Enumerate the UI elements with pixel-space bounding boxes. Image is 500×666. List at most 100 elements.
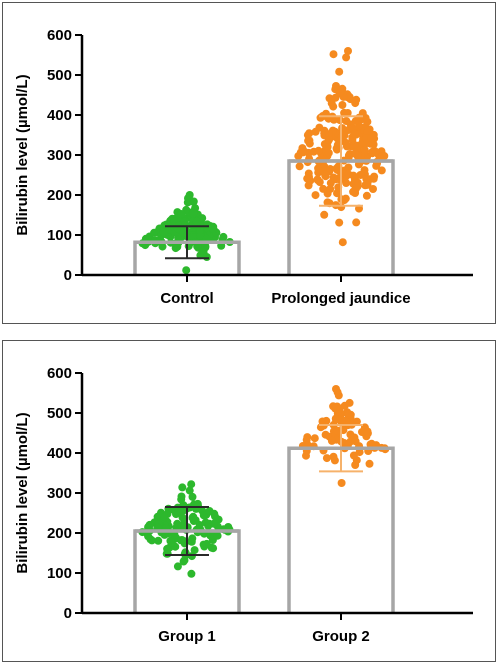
- error-bar: [135, 225, 239, 260]
- data-point: [304, 181, 313, 190]
- data-point: [187, 569, 196, 578]
- data-point: [177, 492, 186, 501]
- data-point: [340, 131, 349, 140]
- data-point: [344, 152, 353, 161]
- data-point: [173, 562, 182, 571]
- data-point: [315, 178, 324, 187]
- data-point: [182, 266, 191, 275]
- data-point: [344, 410, 353, 419]
- y-tick-label: 0: [64, 267, 72, 284]
- data-point: [187, 480, 196, 489]
- data-point: [360, 146, 369, 155]
- bar-group-1: [287, 47, 395, 275]
- x-tick-label: Group 1: [158, 628, 216, 645]
- y-tick-label: 0: [64, 605, 72, 622]
- data-point: [350, 129, 359, 138]
- data-point: [193, 499, 202, 508]
- y-tick-label: 400: [47, 107, 72, 124]
- data-point: [189, 197, 198, 206]
- data-point: [350, 141, 359, 149]
- y-axis-title: Bilirubin level (µmol/L): [14, 74, 31, 235]
- data-point: [369, 185, 377, 193]
- data-point: [213, 531, 222, 540]
- data-point: [322, 454, 331, 463]
- data-point: [189, 209, 198, 218]
- data-point: [179, 229, 188, 238]
- error-bar: [289, 115, 393, 207]
- data-point: [335, 67, 344, 76]
- data-point: [202, 253, 211, 261]
- data-point: [338, 84, 347, 93]
- data-point: [327, 436, 336, 445]
- data-point: [193, 242, 202, 251]
- data-point: [195, 521, 204, 529]
- data-point: [338, 416, 346, 424]
- data-point: [349, 187, 358, 196]
- data-point: [183, 198, 192, 207]
- y-tick-label: 300: [47, 147, 72, 164]
- data-point: [178, 483, 187, 492]
- data-point: [320, 210, 329, 219]
- data-point: [349, 171, 358, 180]
- data-point: [314, 146, 323, 155]
- data-point: [188, 492, 197, 501]
- data-point: [192, 217, 201, 226]
- bar-group-1: [287, 385, 395, 613]
- data-point: [352, 95, 361, 104]
- data-point: [380, 152, 389, 160]
- data-point: [196, 226, 204, 235]
- data-point: [302, 435, 311, 444]
- data-point: [368, 149, 377, 158]
- data-point: [299, 148, 307, 157]
- data-point: [209, 519, 218, 528]
- data-point: [329, 173, 338, 182]
- data-point: [324, 136, 333, 144]
- data-point: [356, 171, 365, 179]
- data-point: [342, 53, 351, 62]
- data-point: [341, 194, 350, 203]
- data-point: [370, 172, 379, 181]
- data-point: [351, 461, 360, 469]
- data-point: [325, 130, 333, 139]
- data-point: [333, 426, 342, 435]
- data-point: [160, 513, 169, 522]
- data-point: [205, 507, 214, 515]
- x-tick-label: Prolonged jaundice: [271, 290, 410, 307]
- y-tick-label: 100: [47, 565, 72, 582]
- data-point: [310, 434, 319, 443]
- y-axis-title: Bilirubin level (µmol/L): [14, 412, 31, 573]
- data-point: [177, 536, 185, 545]
- bilirubin-chart-bottom: Bilirubin level (µmol/L) Group 1 Group 2 0 1…: [14, 365, 473, 645]
- y-tick-label: 500: [47, 405, 72, 422]
- bilirubin-chart-top: Bilirubin level (µmol/L) Control Prolonged…: [14, 27, 473, 307]
- x-tick-label: Control: [160, 290, 213, 307]
- data-point: [342, 117, 351, 125]
- data-point: [335, 218, 344, 227]
- data-point: [177, 507, 186, 516]
- data-point: [188, 513, 197, 522]
- y-tick-label: 300: [47, 485, 72, 502]
- x-tick-label: Group 2: [312, 628, 370, 645]
- data-point: [303, 174, 312, 183]
- chart-panel-top: Bilirubin level (µmol/L) Control Prolonged…: [2, 2, 496, 324]
- data-point: [166, 536, 175, 545]
- y-tick-label: 600: [47, 27, 72, 44]
- data-point: [342, 179, 351, 187]
- data-point: [329, 452, 338, 461]
- data-point: [342, 142, 351, 151]
- data-point: [201, 242, 210, 251]
- data-point: [311, 191, 320, 200]
- y-tick-label: 500: [47, 67, 72, 84]
- data-point: [351, 437, 360, 446]
- data-point: [338, 101, 347, 109]
- data-point: [199, 511, 208, 520]
- data-points: [138, 480, 234, 578]
- data-point: [185, 486, 194, 495]
- y-tick-label: 200: [47, 525, 72, 542]
- data-point: [173, 519, 182, 528]
- data-point: [352, 218, 361, 227]
- data-point: [303, 131, 312, 140]
- data-point: [334, 391, 343, 400]
- data-point: [332, 82, 340, 90]
- data-point: [345, 398, 354, 407]
